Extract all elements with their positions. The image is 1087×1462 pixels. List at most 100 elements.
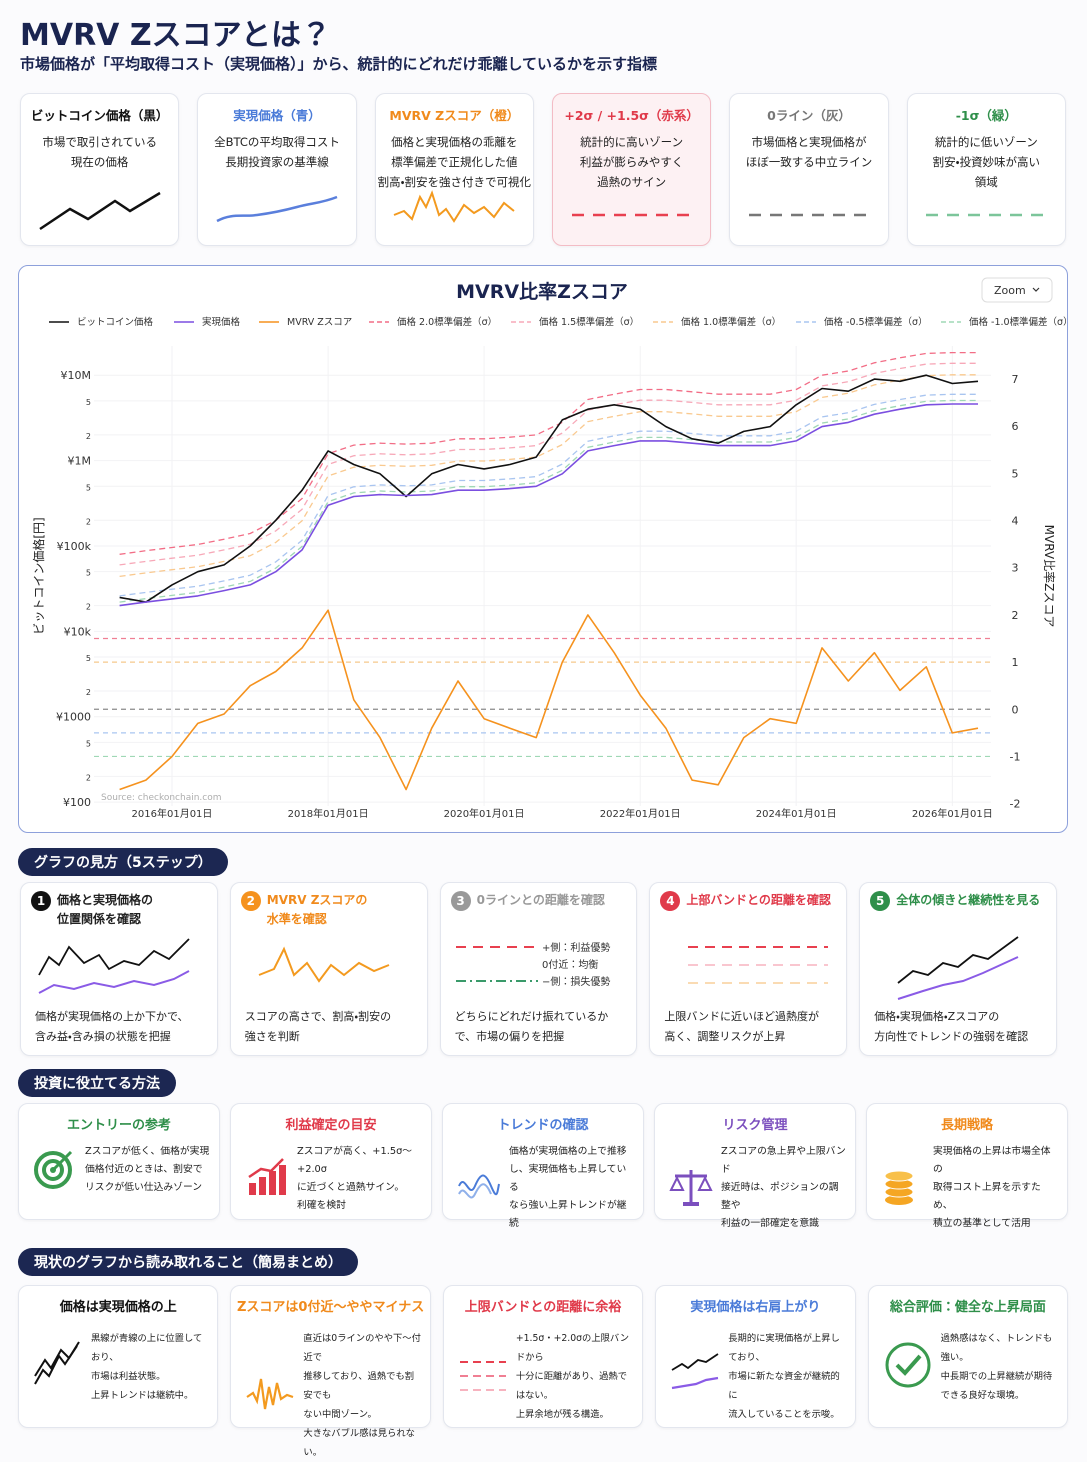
text-line: 市場に新たな資金が継続的に [728,1371,840,1401]
icon-shape [258,946,390,983]
icon-shape [34,1150,73,1189]
icon [29,935,209,1009]
icon-shape [38,938,190,976]
card-title: 0ライン（灰） [767,108,851,123]
step-title: 価格と実現価格の 位置関係を確認 [57,891,153,929]
y2-tick-label: -1 [1010,750,1021,763]
text-line: 過熱感はなく、トレンドも強い。 [940,1333,1053,1363]
use-body: 実現価格の上昇は市場全体の 取得コスト上昇を示すため、 積立の基準として活用 [867,1133,1067,1233]
series-line [119,374,978,578]
summary-body: +1.5σ・+2.0σの上限バンドから 十分に距離があり、過熱ではない。 上昇余地が… [444,1315,642,1424]
icon-shape [885,1342,931,1388]
text-line: +1.5σ・+2.0σの上限バンドから [515,1333,629,1363]
legend-card: 0ライン（灰） 市場価格と実現価格が ほぼ一致する中立ライン [729,93,889,246]
y2-tick-label: 0 [1012,703,1019,716]
icon-shape [279,1165,286,1195]
icon-shape [748,213,869,217]
summary-text: 直近は0ラインのやや下〜付近で 推移しており、過熱でも割安でも ない中間ゾーン。 大き… [303,1329,421,1462]
icon: +側：利益優勢 0付近：均衡 −側：損失優勢 [448,935,628,1003]
text-line: 全BTCの平均取得コスト [214,135,340,149]
icon-shape [683,1202,699,1206]
text-line: に近づくと過熱サイン。 [297,1182,405,1193]
step-card: 5 全体の傾きと継続性を見る 価格・実現価格・Zスコアの 方向性でトレンドの強弱を確認 [859,882,1057,1056]
text-line: 積立の基準として活用 [933,1218,1031,1229]
icon-shape [216,195,338,223]
summary-card: 上限バンドとの距離に余裕 +1.5σ・+2.0σの上限バンドから 十分に距離があり、… [442,1285,644,1428]
text-line: 市場価格と実現価格が [751,135,867,149]
icon-shape [393,190,515,223]
chart-title: MVRV比率Zスコア [456,281,628,303]
y2-tick-label: 4 [1012,515,1019,528]
summary: 価格は実現価格の上 黒線が青線の上に位置しており、 市場は利益状態。 上昇トレンドは継… [18,1285,1069,1458]
use-title: リスク管理 [722,1118,788,1133]
legend-label: ビットコイン価格 [77,316,154,328]
text-line: 上部バンドとの距離を確認 [686,893,831,907]
step-header: 4 上部バンドとの距離を確認 [660,891,836,911]
step-title: 上部バンドとの距離を確認 [686,891,830,910]
y-tick-label: 5 [86,483,91,492]
text-line: 価格・実現価格・Zスコアの [874,1010,1000,1023]
icon-shape [393,190,515,223]
y2-tick-label: 1 [1012,656,1019,669]
text-line: スコアの高さで、割高・割安の [244,1010,392,1023]
legend-card: -1σ（緑） 統計的に低いゾーン 割安・投資妙味が高い 領域 [906,93,1066,246]
y-tick-label: ¥1M [68,455,92,468]
text-line: 領域 [974,175,998,189]
use-title: 長期戦略 [940,1118,993,1133]
y2-tick-label: 5 [1012,467,1019,480]
steps: 1 価格と実現価格の 位置関係を確認 価格が実現価格の上か下かで、 含み益・含み損の状態… [20,882,1057,1056]
card-title: 実現価格（青） [233,108,321,123]
icon-shape [458,1183,492,1199]
icon-shape [38,191,161,231]
icon-shape [897,956,1019,1000]
step-header: 3 0ラインとの距離を確認 [450,891,627,911]
icon [670,1350,720,1404]
card-title: -1σ（緑） [955,108,1017,123]
summary-title: 実現価格は右肩上がり [690,1300,821,1315]
step-label: 0付近：均衡 [542,958,598,971]
use-card: リスク管理 Zスコアの急上昇や上限バンド 接近時は、ポジションの調整や 利益の一部確定… [654,1103,856,1229]
legend-label: 価格 2.0標準偏差（σ） [397,316,497,328]
text-line: 大きなバブル感は見られない。 [303,1428,415,1458]
text-line: 強さを判断 [244,1030,300,1043]
legend-label: 価格 -1.0標準偏差（σ） [969,316,1066,328]
summary-title: 総合評価：健全な上昇局面 [889,1300,1046,1315]
text-line: 含み益・含み損の状態を把握 [35,1030,171,1043]
card-icon [21,185,178,239]
y2-tick-label: 7 [1012,373,1019,386]
x-tick-label: 2020年01月01日 [444,807,525,820]
text-line: 推移しており、過熱でも割安でも [303,1371,415,1401]
text-line: なら強い上昇トレンドが継続 [509,1200,627,1229]
text-line: 全体の傾きと継続性を見る [896,893,1041,907]
page-subtitle: 市場価格が「平均取得コスト（実現価格）」から、統計的にどれだけ乖離しているかを示… [20,55,658,73]
text-line: 接近時は、ポジションの調整や [721,1182,839,1211]
icon [33,1146,77,1194]
section-heading: 現状のグラフから読み取れること（簡易まとめ） [18,1248,358,1276]
legend-label: 価格 1.5標準偏差（σ） [539,316,639,328]
icon [881,1164,925,1212]
icon-shape [672,1376,719,1389]
summary-text: 過熱感はなく、トレンドも強い。 中長期での上昇継続が期待 できる良好な環境。 [941,1329,1059,1405]
card-title: ビットコイン価格（黒） [30,108,169,123]
text-line: 十分に距離があり、過熱ではない。 [515,1371,628,1401]
step-number: 5 [870,891,891,911]
icon-shape [34,1341,80,1385]
y-tick-label: ¥10k [64,625,92,638]
zoom-button[interactable]: Zoom [981,277,1053,303]
y-tick-label: ¥100k [57,540,92,553]
series-line [119,609,979,791]
icon [658,935,838,1009]
legend-card: 実現価格（青） 全BTCの平均取得コスト 長期投資家の基準線 [197,93,357,246]
icon-shape [669,1175,713,1191]
chart: MVRV比率Zスコア Zoom ビットコイン価格 実現価格 MVRV Zスコア 価格 2.… [31,277,1067,820]
step-card: 2 MVRV Zスコアの 水準を確認 スコアの高さで、割高・割安の 強さを判断 [229,882,428,1056]
icon-shape [884,1170,914,1205]
step-card: 1 価格と実現価格の 位置関係を確認 価格が実現価格の上か下かで、 含み益・含み損の状態… [20,882,218,1056]
icon-shape [269,1171,276,1195]
icon-shape [38,970,190,994]
icon [883,1340,933,1394]
y2-tick-label: 2 [1012,609,1019,622]
summary-card: Zスコアは0付近〜ややマイナス 直近は0ラインのやや下〜付近で 推移しており、過熱で… [230,1285,431,1458]
text-line: 黒線が青線の上に位置しており、 [91,1333,203,1363]
